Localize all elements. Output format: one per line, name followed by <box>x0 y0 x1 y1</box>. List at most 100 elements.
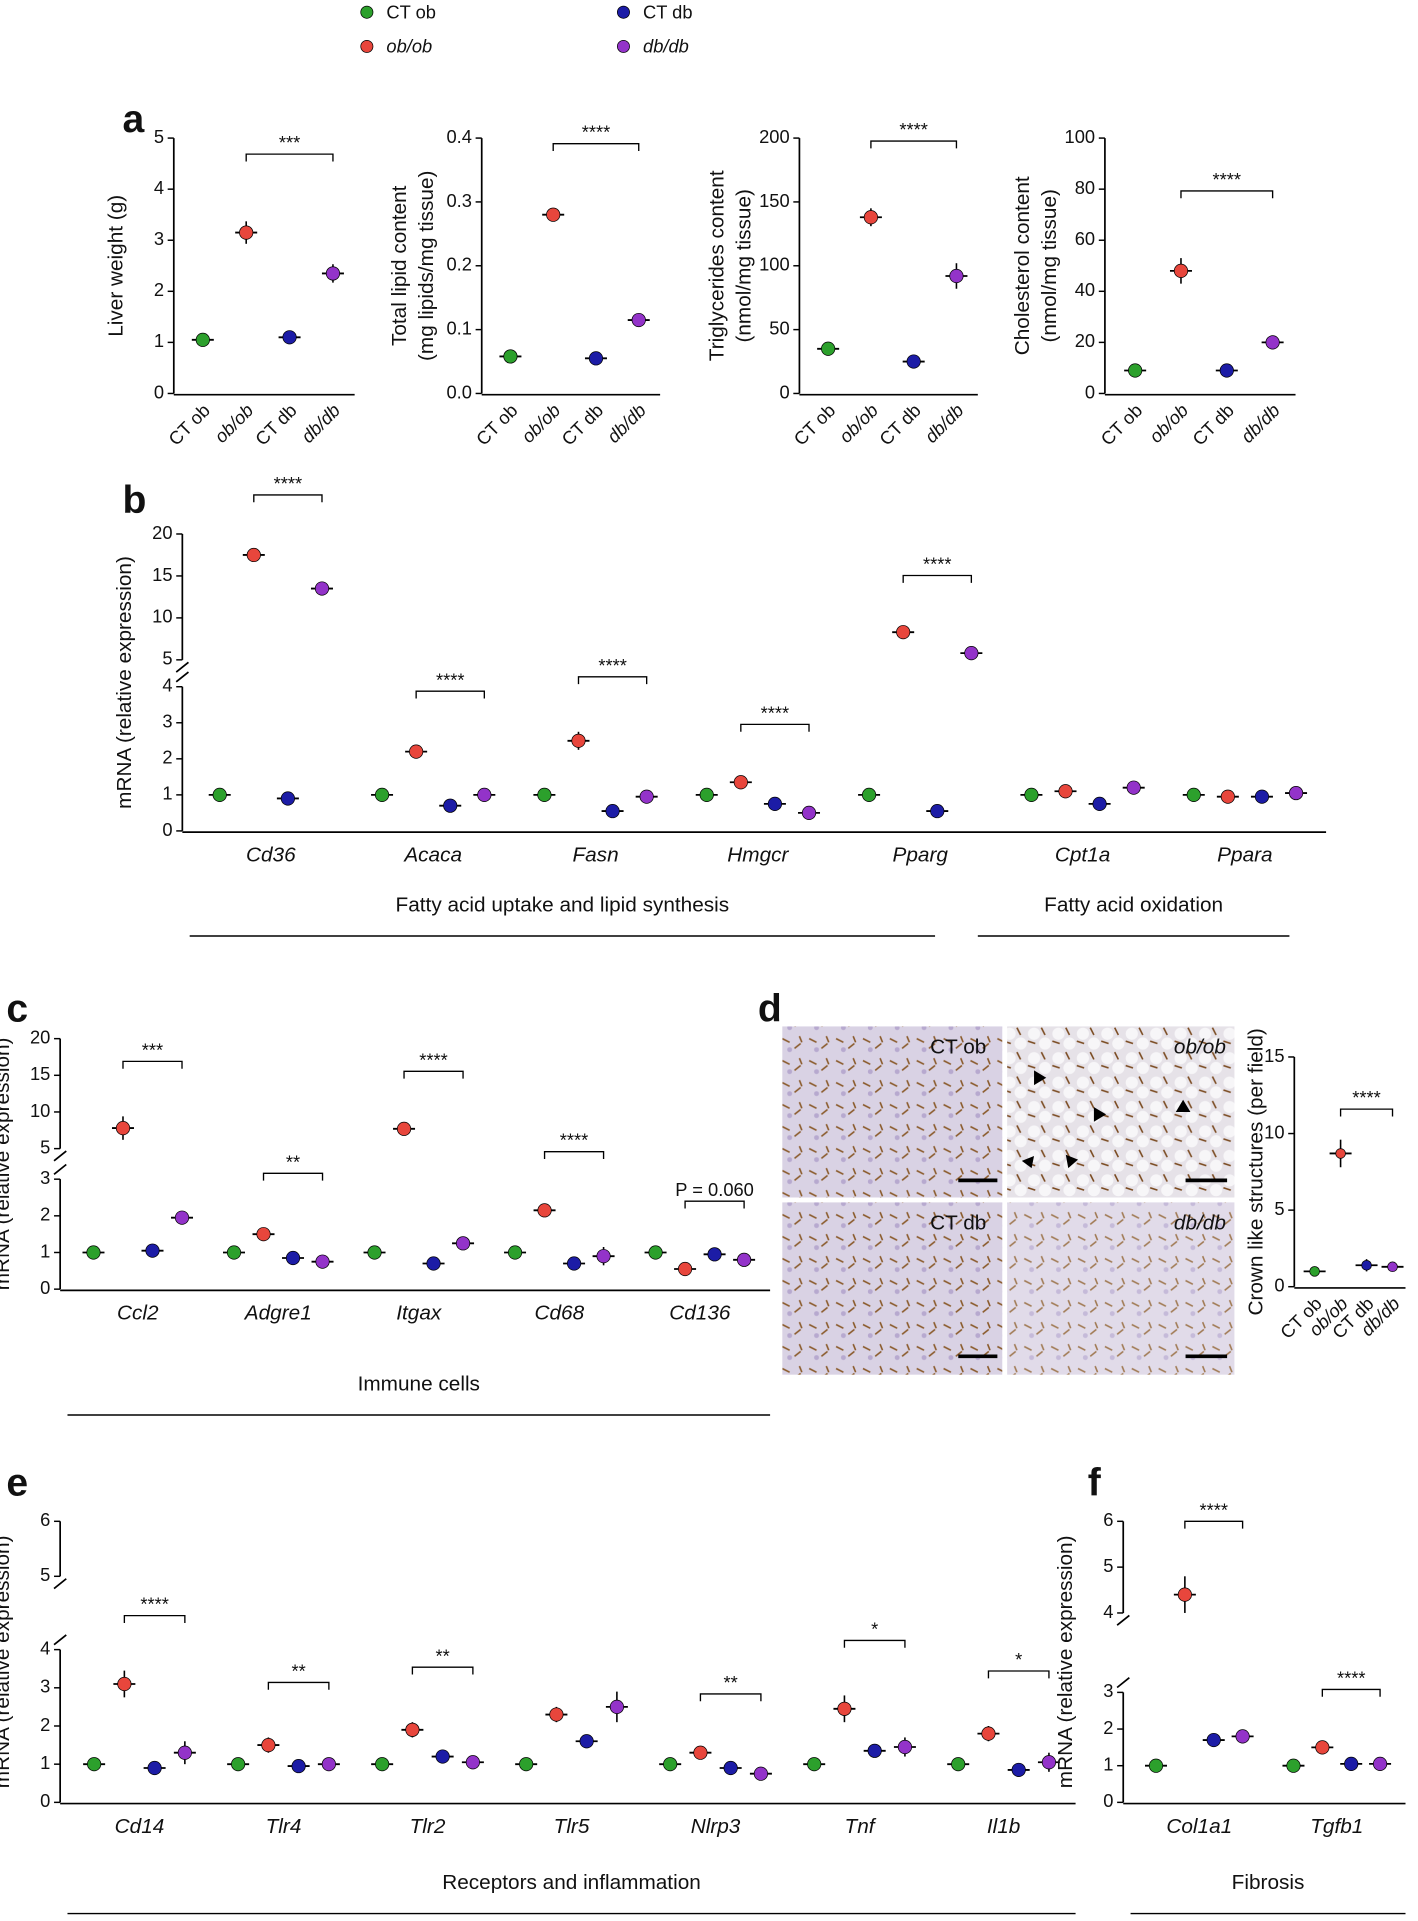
mean-dot <box>1220 789 1235 804</box>
y-tick-label: 1 <box>1103 1754 1113 1775</box>
y-tick-label: 15 <box>1264 1045 1284 1066</box>
panel-label: e <box>6 1462 28 1505</box>
mean-dot <box>285 1250 301 1266</box>
mean-dot <box>663 1757 678 1772</box>
mean-dot <box>1058 784 1073 799</box>
mean-dot <box>321 1757 336 1772</box>
mean-dot <box>405 1722 420 1737</box>
mean-dot <box>239 225 254 240</box>
x-tick-label: ob/ob <box>517 400 564 447</box>
mean-dot <box>546 207 561 222</box>
y-tick-label: 5 <box>40 1564 50 1585</box>
mean-dot <box>261 1737 276 1753</box>
y-tick-label: 2 <box>40 1204 50 1225</box>
y-tick-label: 3 <box>154 228 164 249</box>
mean-dot <box>426 1256 441 1271</box>
micrograph <box>782 1026 1003 1198</box>
mean-dot <box>1361 1260 1372 1271</box>
mean-dot <box>256 1227 271 1242</box>
mean-dot <box>174 1210 190 1225</box>
mean-dot <box>280 791 295 806</box>
y-tick-label: 0.4 <box>446 126 471 147</box>
significance-label: **** <box>274 473 303 494</box>
significance-label: **** <box>582 122 611 143</box>
significance-label: ** <box>286 1151 300 1172</box>
y-tick-label: 0 <box>40 1277 50 1298</box>
mean-dot <box>537 1203 552 1218</box>
mean-dot <box>537 787 552 802</box>
significance-label: ** <box>724 1672 738 1693</box>
y-axis-label: (nmol/mg tissue) <box>733 189 756 342</box>
mean-dot <box>566 1256 582 1271</box>
mean-dot <box>1315 1740 1330 1755</box>
mean-dot <box>177 1745 192 1760</box>
significance-label: *** <box>279 132 300 153</box>
y-tick-label: 3 <box>40 1167 50 1188</box>
significance-label: **** <box>140 1594 169 1615</box>
significance-label: **** <box>419 1049 448 1070</box>
mean-dot <box>639 789 654 804</box>
significance-bracket <box>1184 1520 1244 1529</box>
significance-bracket <box>684 1200 745 1209</box>
significance-bracket <box>577 676 648 685</box>
x-tick-label: Tlr4 <box>266 1815 302 1838</box>
y-tick-label: 0 <box>1085 381 1095 402</box>
mean-dot <box>507 1245 523 1260</box>
y-tick-label: 2 <box>40 1714 50 1735</box>
x-tick-label: db/db <box>920 400 967 447</box>
mean-dot <box>503 349 518 364</box>
mean-dot <box>315 1254 330 1269</box>
x-tick-label: CT db <box>875 400 925 450</box>
mean-dot <box>588 351 604 366</box>
mean-dot <box>867 1743 882 1758</box>
legend-label: ob/ob <box>386 35 432 56</box>
y-tick-label: 10 <box>30 1100 50 1121</box>
x-tick-label: Cd36 <box>246 843 296 866</box>
micrographs: CT ob ob/ob CT db db/db <box>782 1026 1235 1375</box>
x-tick-label: Hmgcr <box>727 843 789 866</box>
mean-dot <box>477 787 492 802</box>
x-tick-label: ob/ob <box>210 400 257 447</box>
significance-label: **** <box>560 1130 589 1151</box>
panel-label: b <box>122 479 146 522</box>
y-tick-label: 0.0 <box>446 381 471 402</box>
significance-bracket <box>267 1681 330 1690</box>
scale-bars <box>958 1178 1228 1359</box>
significance-label: ** <box>291 1661 305 1682</box>
y-tick-label: 40 <box>1075 279 1095 300</box>
significance-label: **** <box>1199 1499 1228 1520</box>
mean-dot <box>571 733 586 748</box>
mean-dot <box>145 1243 160 1258</box>
significance-bracket <box>987 1670 1050 1679</box>
mean-dot <box>1344 1756 1359 1771</box>
y-axis-label: mRNA (relative expression) <box>1054 1535 1077 1788</box>
legend-label: CT db <box>643 1 693 22</box>
x-tick-label: CT ob <box>164 400 214 450</box>
x-tick-label: db/db <box>603 400 650 447</box>
x-tick-label: Cd68 <box>534 1302 584 1325</box>
significance-bracket <box>843 1639 906 1648</box>
x-tick-label: Acaca <box>402 843 462 866</box>
mean-dot <box>282 330 297 345</box>
group-label: Receptors and inflammation <box>442 1871 701 1894</box>
axis-break <box>53 1578 67 1646</box>
y-tick-label: 5 <box>40 1136 50 1157</box>
y-tick-label: 6 <box>1103 1509 1113 1530</box>
x-tick-label: Tlr5 <box>554 1815 590 1838</box>
y-tick-label: 0.3 <box>446 190 471 211</box>
x-tick-label: Cpt1a <box>1055 843 1110 866</box>
significance-bracket <box>262 1172 324 1181</box>
mean-dot <box>212 787 227 802</box>
significance-bracket <box>1321 1688 1381 1697</box>
significance-label: **** <box>761 702 790 723</box>
micrograph <box>782 1202 1003 1375</box>
legend-label: db/db <box>643 35 689 56</box>
mean-dot <box>1186 787 1201 802</box>
axis-break <box>175 661 189 683</box>
significance-label: **** <box>436 669 465 690</box>
x-tick-label: Il1b <box>987 1815 1020 1838</box>
x-tick-label: CT ob <box>1096 400 1146 450</box>
mean-dot <box>596 1249 611 1264</box>
y-tick-label: 15 <box>30 1063 50 1084</box>
legend-marker <box>360 5 374 19</box>
